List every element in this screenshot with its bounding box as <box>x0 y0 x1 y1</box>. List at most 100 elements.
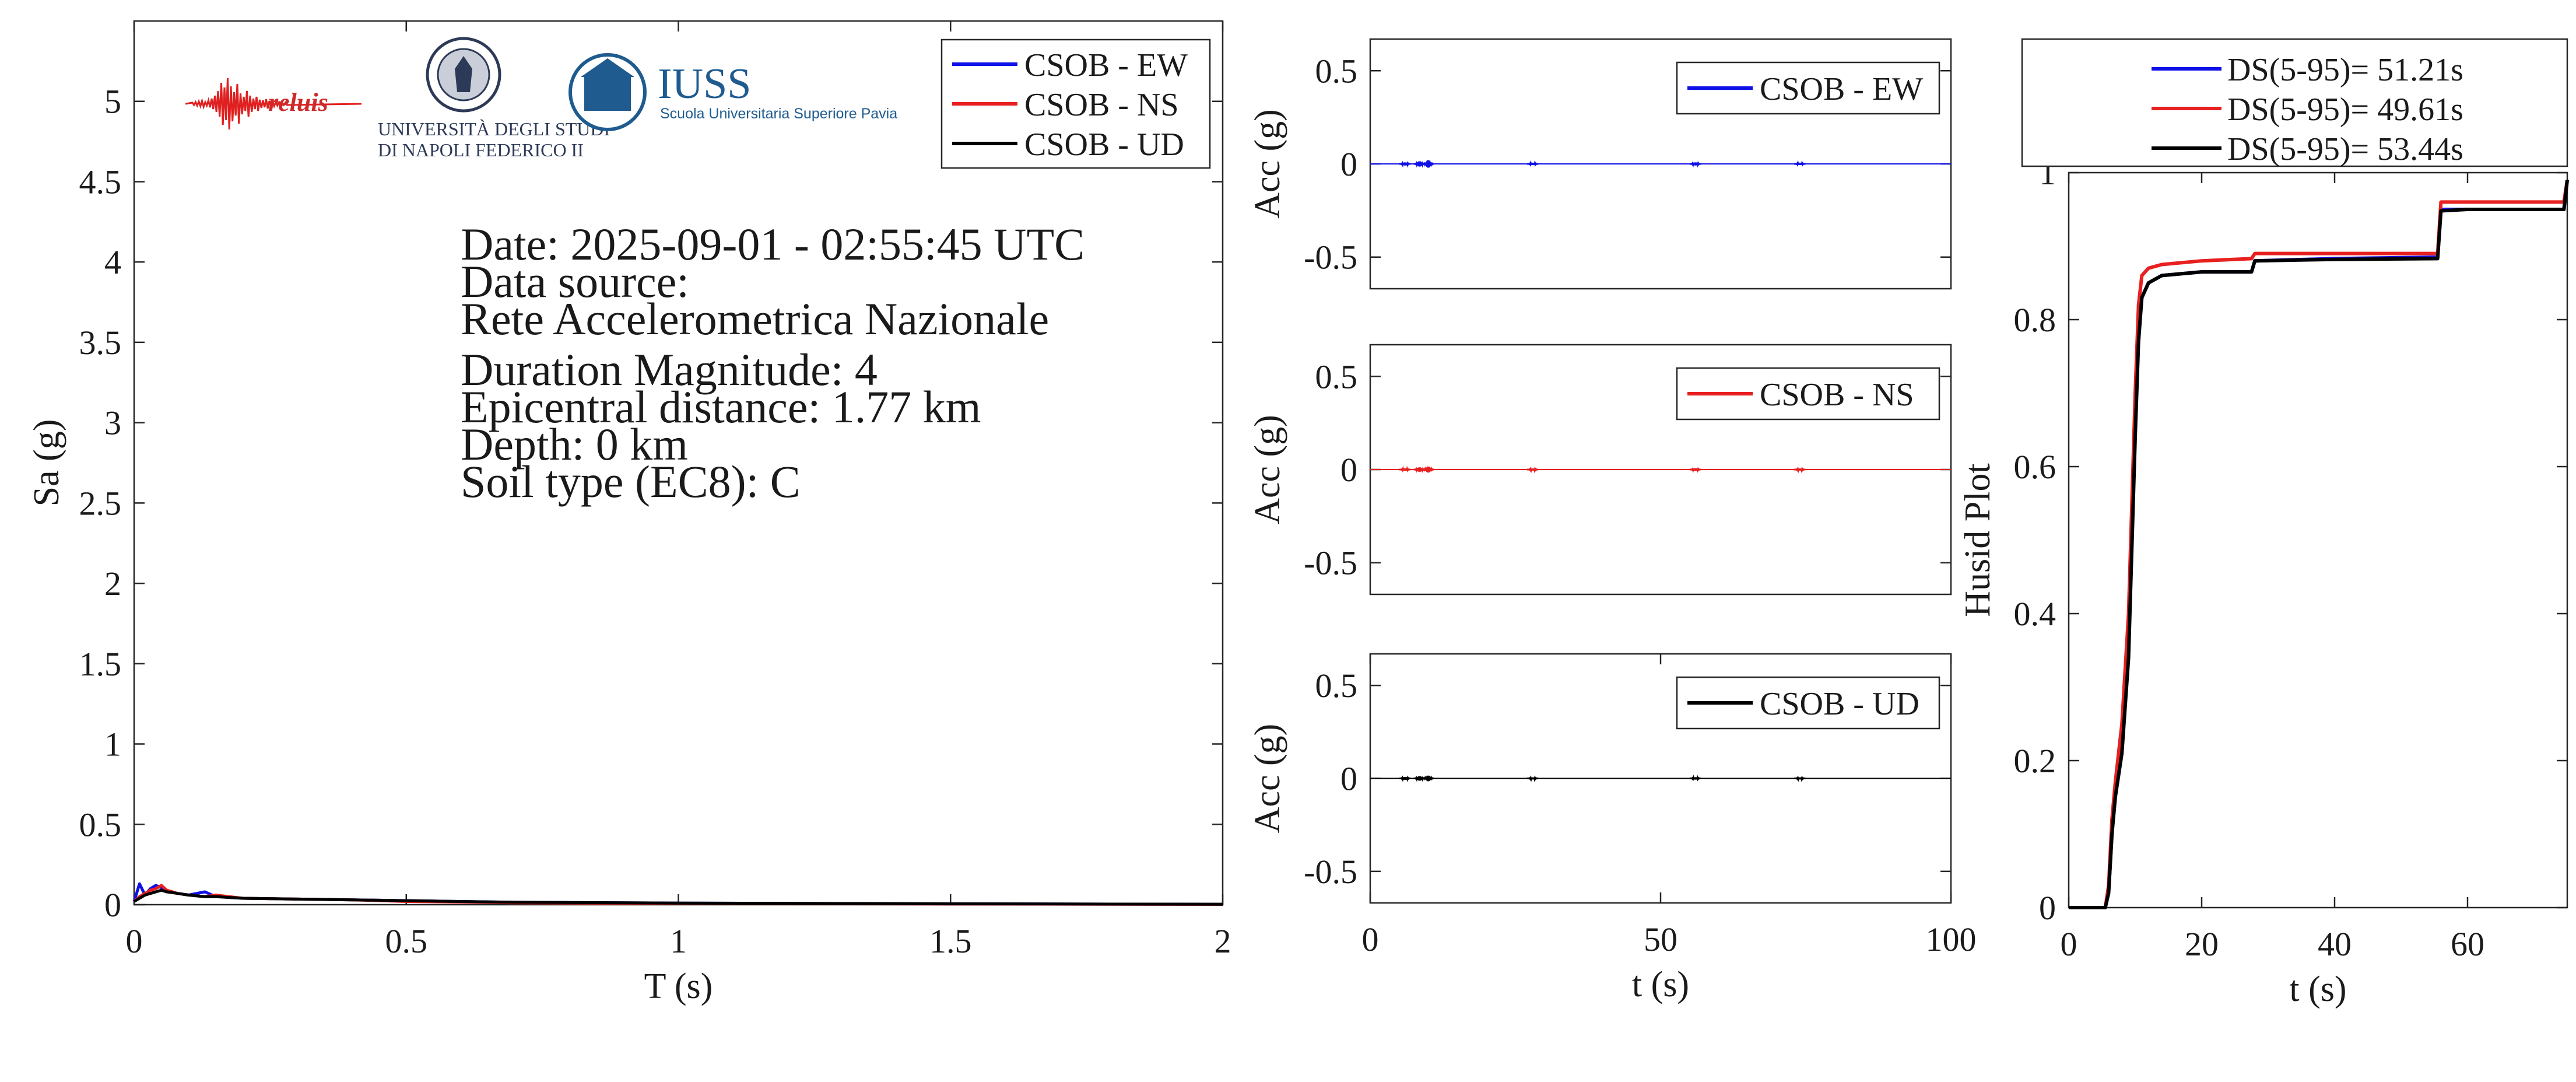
ew-acceleration-chart: -0.5 0 0.5 Acc (g) CSOB - EW <box>1248 38 1952 290</box>
reluis-logo: reluis <box>185 78 362 130</box>
acceleration-burst-line <box>1399 465 1411 473</box>
y-tick-label: 0.5 <box>1315 52 1358 90</box>
legend-entry: CSOB - NS <box>1024 87 1179 123</box>
y-tick-label: -0.5 <box>1304 544 1357 582</box>
y-tick-label: 0 <box>1340 145 1357 183</box>
y-tick-label: 4.5 <box>79 163 122 201</box>
acceleration-burst-line <box>1794 160 1806 167</box>
y-tick-label: 0 <box>1340 760 1357 798</box>
data-source-label: Data source: <box>461 256 689 307</box>
acceleration-burst-line <box>1526 775 1539 782</box>
y-tick-label: 2.5 <box>79 484 122 522</box>
acceleration-burst-line <box>1689 160 1701 168</box>
husid-legend <box>2021 38 2568 167</box>
y-tick-label: 0 <box>104 886 121 924</box>
y-tick-label: 0.8 <box>2014 301 2056 339</box>
iuss-emblem-roof-icon <box>581 58 634 77</box>
plot-frame <box>2068 171 2568 909</box>
unina-logo: UNIVERSITÀ DEGLI STUDI DI NAPOLI FEDERIC… <box>378 37 610 160</box>
y-axis-label: Husid Plot <box>1958 463 1998 617</box>
y-tick-label: 1.5 <box>79 645 122 683</box>
x-tick-label: 40 <box>2318 925 2352 963</box>
acceleration-burst-line <box>1794 775 1806 782</box>
y-axis-label: Acc (g) <box>1248 109 1287 219</box>
y-tick-label: 0.5 <box>1315 358 1358 395</box>
acceleration-burst-line <box>1689 775 1701 782</box>
acceleration-legend <box>1676 367 1940 421</box>
y-tick-label: 4 <box>104 243 121 281</box>
unina-seal-figure-icon <box>455 56 472 92</box>
y-tick-label: 5 <box>104 83 121 121</box>
legend-entry: CSOB - UD <box>1760 686 1919 722</box>
x-tick-label: 0 <box>126 922 143 960</box>
event-date: Date: 2025-09-01 - 02:55:45 UTC <box>461 219 1085 269</box>
epicentral-distance: Epicentral distance: 1.77 km <box>461 381 981 432</box>
y-tick-label: -0.5 <box>1304 853 1357 891</box>
y-axis-label: Acc (g) <box>1248 724 1287 834</box>
y-tick-label: 0.6 <box>2014 448 2056 486</box>
acceleration-burst-line <box>1794 466 1806 474</box>
x-tick-label: 60 <box>2451 925 2484 963</box>
reluis-logo-text: reluis <box>268 88 328 117</box>
iuss-logo: IUSS Scuola Universitaria Superiore Pavi… <box>568 53 897 131</box>
x-tick-label: 0 <box>1362 920 1379 958</box>
iuss-logo-subtitle: Scuola Universitaria Superiore Pavia <box>660 106 897 122</box>
x-axis-label: T (s) <box>644 967 713 1006</box>
reluis-wave-icon <box>185 78 362 130</box>
acceleration-burst-line <box>1399 160 1411 168</box>
y-tick-label: 0 <box>2039 889 2056 927</box>
y-tick-label: 3 <box>104 404 121 442</box>
y-tick-label: 0.2 <box>2014 742 2056 780</box>
acceleration-burst-line <box>1422 160 1434 168</box>
x-axis-label: t (s) <box>1632 965 1689 1004</box>
acceleration-burst-line <box>1422 775 1434 782</box>
husid-series-line <box>2069 180 2569 909</box>
y-axis-label: Sa (g) <box>27 419 66 507</box>
response-spectrum-chart: 0 0.5 1 1.5 2 2.5 3 3.5 4 4.5 5 0 0.5 1 1.5 2 T (s) Sa (g… <box>27 20 1231 1006</box>
legend-entry: CSOB - EW <box>1024 47 1188 83</box>
legend-entry: CSOB - NS <box>1760 377 1914 413</box>
soil-type: Soil type (EC8): C <box>461 456 801 507</box>
unina-logo-line2: DI NAPOLI FEDERICO II <box>378 139 584 160</box>
x-tick-label: 1.5 <box>929 922 972 960</box>
duration-magnitude: Duration Magnitude: 4 <box>461 344 878 395</box>
legend-entry: DS(5-95)= 53.44s <box>2227 131 2463 167</box>
ns-acceleration-chart: -0.5 0 0.5 Acc (g) CSOB - NS <box>1248 344 1952 596</box>
acceleration-burst-line <box>1422 466 1434 473</box>
legend-entry: DS(5-95)= 51.21s <box>2227 52 2463 88</box>
x-axis-label: t (s) <box>2289 969 2346 1009</box>
y-tick-label: 0 <box>1340 451 1357 489</box>
acceleration-burst-line <box>1399 775 1411 783</box>
iuss-logo-name: IUSS <box>658 60 751 108</box>
y-tick-label: 2 <box>104 565 121 603</box>
x-tick-label: 0.5 <box>385 922 428 960</box>
y-tick-label: 1 <box>104 726 121 764</box>
x-tick-label: 50 <box>1644 920 1677 958</box>
depth: Depth: 0 km <box>461 419 688 470</box>
x-tick-label: 1 <box>670 922 687 960</box>
legend-entry: CSOB - UD <box>1024 127 1184 163</box>
y-tick-label: 3.5 <box>79 324 122 362</box>
iuss-emblem-building-icon <box>584 76 631 111</box>
x-tick-label: 100 <box>1926 920 1977 958</box>
y-tick-label: 0.4 <box>2014 595 2056 633</box>
unina-logo-line1: UNIVERSITÀ DEGLI STUDI <box>378 118 610 139</box>
y-tick-label: -0.5 <box>1304 239 1357 276</box>
x-tick-label: 0 <box>2061 925 2077 963</box>
y-axis-label: Acc (g) <box>1248 415 1287 524</box>
husid-series-line <box>2069 180 2569 909</box>
husid-plot-chart: 00.20.40.60.810 20 40 60t (s)Husid PlotDS(5… <box>1958 38 2569 1009</box>
data-source-name: Rete Accelerometrica Nazionale <box>461 293 1049 344</box>
y-tick-label: 0.5 <box>1315 667 1358 705</box>
x-tick-label: 2 <box>1215 922 1231 960</box>
legend-entry: CSOB - EW <box>1760 71 1923 107</box>
acceleration-burst-line <box>1689 467 1701 473</box>
acceleration-burst-line <box>1526 466 1539 474</box>
acceleration-burst-line <box>1526 160 1539 167</box>
x-tick-label: 20 <box>2185 925 2219 963</box>
spectrum-series-line <box>133 888 1223 906</box>
y-tick-label: 0.5 <box>79 806 122 843</box>
legend-entry: DS(5-95)= 49.61s <box>2227 92 2463 128</box>
